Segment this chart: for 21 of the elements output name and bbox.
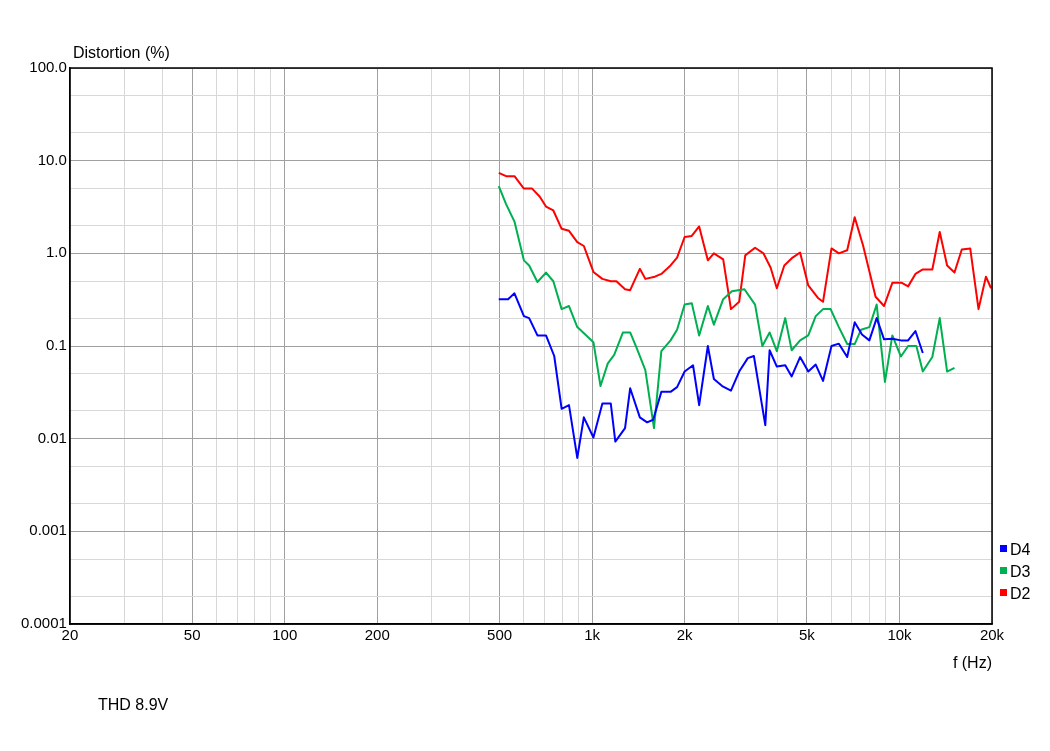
y-tick-label: 0.001 bbox=[29, 521, 67, 539]
x-tick-label: 10k bbox=[887, 626, 913, 644]
legend-label: D2 bbox=[1010, 585, 1031, 603]
x-tick-label: 500 bbox=[487, 626, 513, 644]
y-tick-label: 1.0 bbox=[46, 243, 67, 261]
x-tick-label: 1k bbox=[584, 626, 601, 644]
y-tick-label: 0.01 bbox=[37, 428, 67, 446]
x-tick-label: 5k bbox=[799, 626, 816, 644]
x-tick-label: 50 bbox=[183, 626, 201, 644]
x-tick-label: 100 bbox=[272, 626, 298, 644]
x-axis-title: f (Hz) bbox=[952, 654, 992, 672]
x-tick-label: 2k bbox=[676, 626, 694, 644]
y-tick-label: 10.0 bbox=[37, 150, 67, 168]
legend-label: D4 bbox=[1010, 541, 1031, 559]
y-tick-label: 0.1 bbox=[46, 336, 67, 354]
legend-label: D3 bbox=[1010, 563, 1031, 581]
y-axis-title: Distortion (%) bbox=[72, 44, 170, 62]
x-tick-label: 20k bbox=[979, 626, 1005, 644]
text: THD 8.9V bbox=[98, 696, 169, 714]
x-tick-label: 200 bbox=[364, 626, 390, 644]
y-tick-label: 100.0 bbox=[29, 58, 67, 76]
